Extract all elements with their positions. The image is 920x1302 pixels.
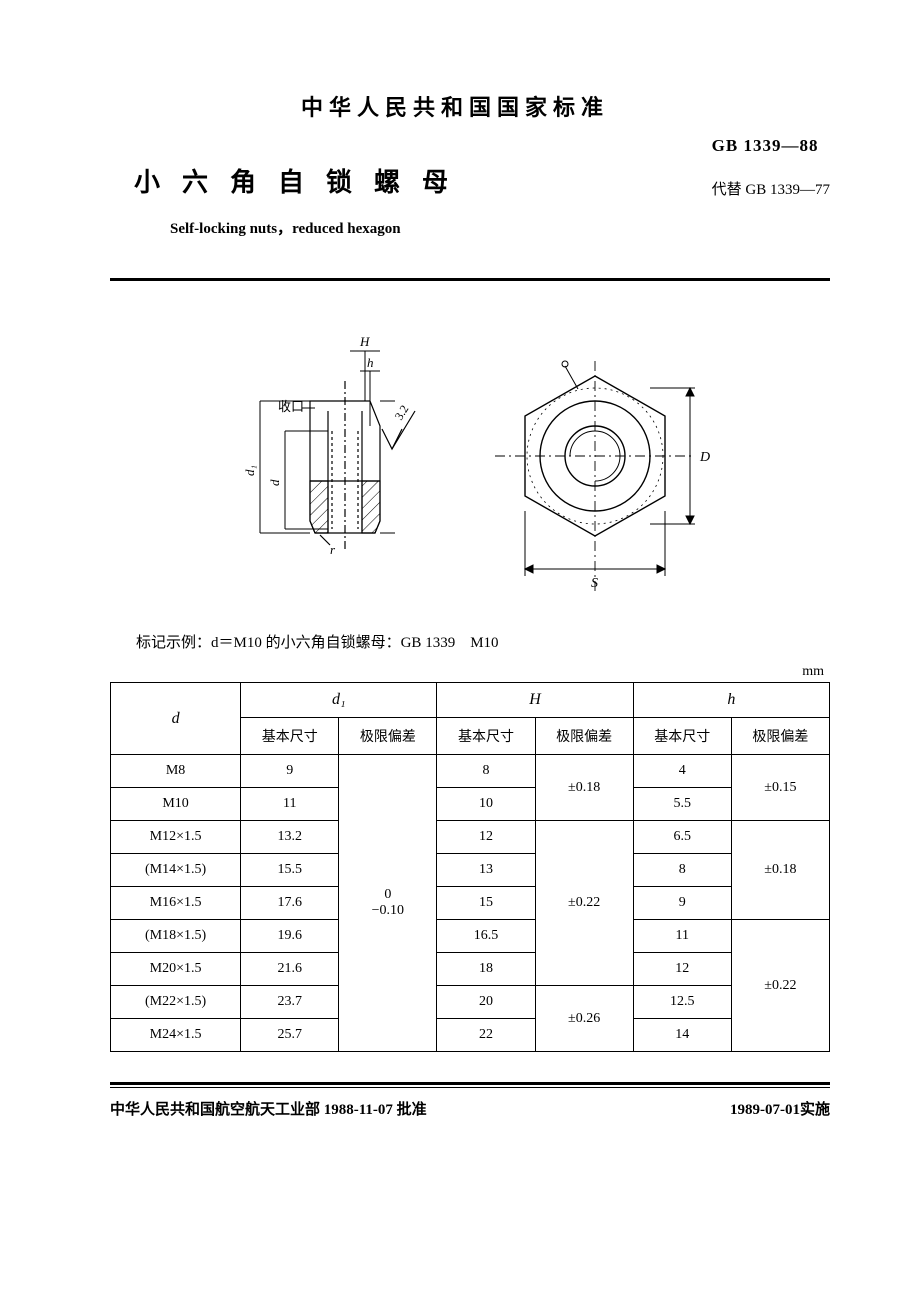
th-d1-tol: 极限偏差 (339, 718, 437, 755)
th-h: h (727, 691, 735, 708)
cell-h: 12 (633, 953, 731, 986)
effective-date: 1989-07-01实施 (730, 1098, 830, 1119)
label-r: r (330, 542, 336, 557)
th-H: H (529, 691, 541, 708)
cell-h-tol: ±0.15 (731, 755, 829, 821)
cell-d1: 25.7 (241, 1019, 339, 1052)
table-row: (M22×1.5) 23.7 20 ±0.26 12.5 (111, 986, 830, 1019)
cell-H: 18 (437, 953, 535, 986)
marking-prefix: 标记示例： (136, 635, 211, 651)
label-h: h (367, 355, 374, 370)
cell-d1: 11 (241, 788, 339, 821)
marking-text: d＝M10 的小六角自锁螺母：GB 1339 M10 (211, 635, 499, 651)
cell-d1: 17.6 (241, 887, 339, 920)
label-D: D (699, 450, 710, 465)
th-d1-basic: 基本尺寸 (241, 718, 339, 755)
label-roughness: 3.2 (392, 402, 412, 422)
th-H-tol: 极限偏差 (535, 718, 633, 755)
marking-example: 标记示例：d＝M10 的小六角自锁螺母：GB 1339 M10 (136, 631, 830, 652)
hexagon-view: D S (470, 311, 720, 601)
cell-d: (M14×1.5) (111, 854, 241, 887)
top-rule (110, 278, 830, 281)
national-standard-title: 中华人民共和国国家标准 (80, 90, 830, 122)
cell-d1: 15.5 (241, 854, 339, 887)
cell-h-tol: ±0.22 (731, 920, 829, 1052)
cell-d: M12×1.5 (111, 821, 241, 854)
cell-d: M10 (111, 788, 241, 821)
cell-h: 4 (633, 755, 731, 788)
part-name-en: Self-locking nuts，reduced hexagon (170, 217, 830, 238)
cell-d1: 9 (241, 755, 339, 788)
th-d1: d₁ (332, 691, 346, 708)
cell-H-tol: ±0.22 (535, 821, 633, 986)
cell-H: 13 (437, 854, 535, 887)
table-row: M10 11 10 5.5 (111, 788, 830, 821)
cell-d: (M18×1.5) (111, 920, 241, 953)
th-H-basic: 基本尺寸 (437, 718, 535, 755)
approved-by: 中华人民共和国航空航天工业部 1988-11-07 批准 (110, 1098, 427, 1119)
cell-d: M16×1.5 (111, 887, 241, 920)
label-d: d (267, 479, 282, 486)
part-name-cn: 小六角自锁螺母 (134, 162, 470, 199)
technical-drawing: H h 收口 3.2 d₁ d r (110, 311, 830, 601)
table-row: M16×1.5 17.6 15 9 (111, 887, 830, 920)
table-row: (M18×1.5) 19.6 16.5 11 ±0.22 (111, 920, 830, 953)
unit-label: mm (110, 664, 824, 680)
th-d: d (172, 710, 180, 727)
cell-d1: 13.2 (241, 821, 339, 854)
cell-h: 9 (633, 887, 731, 920)
cell-H: 10 (437, 788, 535, 821)
cell-d1: 19.6 (241, 920, 339, 953)
standard-code: GB 1339—88 (712, 136, 830, 156)
cell-H: 22 (437, 1019, 535, 1052)
cell-h: 12.5 (633, 986, 731, 1019)
label-d1: d₁ (242, 465, 257, 476)
bottom-rule-bold (110, 1082, 830, 1085)
cell-H: 12 (437, 821, 535, 854)
cell-h: 11 (633, 920, 731, 953)
th-h-basic: 基本尺寸 (633, 718, 731, 755)
cell-H: 8 (437, 755, 535, 788)
table-row: M8 9 0 −0.10 8 ±0.18 4 ±0.15 (111, 755, 830, 788)
dimensions-table: d d₁ H h 基本尺寸 极限偏差 基本尺寸 极限偏差 基本尺寸 极限偏差 M… (110, 682, 830, 1052)
label-H: H (359, 334, 370, 349)
cell-d: M20×1.5 (111, 953, 241, 986)
bottom-rule-thin (110, 1087, 830, 1088)
table-row: M20×1.5 21.6 18 12 (111, 953, 830, 986)
cell-h: 5.5 (633, 788, 731, 821)
cell-h-tol: ±0.18 (731, 821, 829, 920)
table-row: M12×1.5 13.2 12 ±0.22 6.5 ±0.18 (111, 821, 830, 854)
cell-h: 6.5 (633, 821, 731, 854)
cell-H-tol: ±0.26 (535, 986, 633, 1052)
cell-d1-tol: 0 −0.10 (339, 755, 437, 1052)
th-h-tol: 极限偏差 (731, 718, 829, 755)
cell-d1: 21.6 (241, 953, 339, 986)
cell-H: 16.5 (437, 920, 535, 953)
cell-d: (M22×1.5) (111, 986, 241, 1019)
cell-d1: 23.7 (241, 986, 339, 1019)
cell-h: 8 (633, 854, 731, 887)
cell-H-tol: ±0.18 (535, 755, 633, 821)
table-row: (M14×1.5) 15.5 13 8 (111, 854, 830, 887)
cell-d: M24×1.5 (111, 1019, 241, 1052)
cell-H: 20 (437, 986, 535, 1019)
label-S: S (591, 576, 598, 591)
table-row: M24×1.5 25.7 22 14 (111, 1019, 830, 1052)
section-view: H h 收口 3.2 d₁ d r (220, 311, 430, 601)
replaces-code: 代替 GB 1339—77 (712, 178, 830, 199)
cell-H: 15 (437, 887, 535, 920)
cell-h: 14 (633, 1019, 731, 1052)
cell-d: M8 (111, 755, 241, 788)
